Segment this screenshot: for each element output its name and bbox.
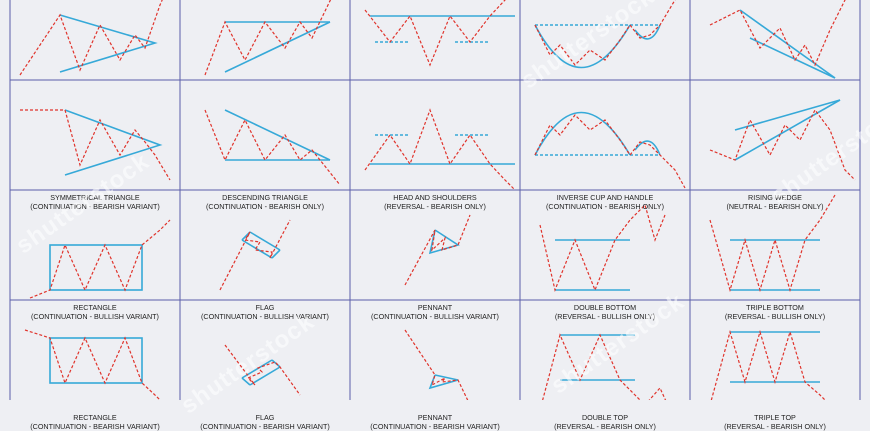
pattern-box bbox=[49, 337, 143, 384]
pattern-box bbox=[49, 244, 143, 291]
pattern-category: (CONTINUATION - BULLISH VARIANT) bbox=[201, 312, 329, 321]
pattern-line bbox=[224, 109, 331, 161]
pattern-line bbox=[249, 366, 281, 386]
pattern-category: (CONTINUATION - BEARISH VARIANT) bbox=[30, 422, 160, 431]
pattern-name: RISING WEDGE bbox=[748, 193, 802, 202]
cell-title-block: PENNANT (CONTINUATION - BULLISH VARIANT) bbox=[350, 303, 520, 321]
price-path bbox=[534, 0, 676, 66]
pattern-name: HEAD AND SHOULDERS bbox=[393, 193, 477, 202]
pattern-category: (REVERSAL - BEARISH ONLY) bbox=[554, 422, 656, 431]
pattern-name: PENNANT bbox=[417, 303, 453, 312]
cell-title-block: DOUBLE BOTTOM (REVERSAL - BULLISH ONLY) bbox=[520, 303, 690, 321]
price-path bbox=[204, 0, 332, 76]
cell-title-block: FLAG (CONTINUATION - BULLISH VARIANT) bbox=[180, 303, 350, 321]
pattern-line bbox=[241, 377, 251, 386]
pattern-category: (CONTINUATION - BEARISH VARIANT) bbox=[200, 422, 330, 431]
pattern-category: (REVERSAL - BEARISH ONLY) bbox=[724, 422, 826, 431]
pattern-line bbox=[271, 249, 281, 259]
cell-title-block: TRIPLE TOP (REVERSAL - BEARISH ONLY) bbox=[690, 413, 860, 431]
price-path bbox=[404, 214, 471, 286]
pattern-category: (CONTINUATION - BULLISH VARIANT) bbox=[31, 312, 159, 321]
pattern-curve bbox=[534, 24, 661, 69]
cell-title-block: HEAD AND SHOULDERS (REVERSAL - BEARISH ON… bbox=[350, 193, 520, 211]
pattern-category: (NEUTRAL - BEARISH ONLY) bbox=[726, 202, 824, 211]
pattern-category: (REVERSAL - BEARISH ONLY) bbox=[384, 202, 486, 211]
pattern-name: RECTANGLE bbox=[73, 413, 117, 422]
price-path bbox=[19, 0, 163, 76]
pattern-line bbox=[224, 21, 331, 73]
pattern-name: DOUBLE BOTTOM bbox=[573, 303, 637, 312]
pattern-line bbox=[734, 99, 841, 161]
cell-title-block: RISING WEDGE (NEUTRAL - BEARISH ONLY) bbox=[690, 193, 860, 211]
price-path bbox=[709, 194, 836, 293]
cell-title-block: RECTANGLE (CONTINUATION - BULLISH VARIANT… bbox=[10, 303, 180, 321]
pattern-line bbox=[64, 109, 163, 176]
price-path bbox=[219, 219, 291, 291]
price-path bbox=[542, 333, 667, 400]
pattern-line bbox=[241, 239, 273, 259]
cell-title-block: INVERSE CUP AND HANDLE (CONTINUATION - BE… bbox=[520, 193, 690, 211]
background bbox=[0, 0, 870, 400]
pattern-name: FLAG bbox=[255, 303, 275, 312]
pattern-category: (CONTINUATION - BEARISH VARIANT) bbox=[370, 422, 500, 431]
pattern-grid bbox=[0, 0, 870, 400]
cell-title-block: DESCENDING TRIANGLE (CONTINUATION - BEARI… bbox=[180, 193, 350, 211]
pattern-name: FLAG bbox=[255, 413, 275, 422]
pattern-line bbox=[249, 231, 281, 251]
pattern-name: RECTANGLE bbox=[73, 303, 117, 312]
pattern-name: DOUBLE TOP bbox=[581, 413, 629, 422]
pattern-line bbox=[59, 14, 158, 73]
pattern-category: (CONTINUATION - BULLISH VARIANT) bbox=[371, 312, 499, 321]
cell-title-block: TRIPLE BOTTOM (REVERSAL - BULLISH ONLY) bbox=[690, 303, 860, 321]
pattern-category: (REVERSAL - BULLISH ONLY) bbox=[724, 312, 826, 321]
cell-title-block: DOUBLE TOP (REVERSAL - BEARISH ONLY) bbox=[520, 413, 690, 431]
cell-title-block: FLAG (CONTINUATION - BEARISH VARIANT) bbox=[180, 413, 350, 431]
price-path bbox=[534, 114, 686, 189]
pattern-name: INVERSE CUP AND HANDLE bbox=[556, 193, 654, 202]
pattern-category: (CONTINUATION - BEARISH VARIANT) bbox=[30, 202, 160, 211]
pattern-name: TRIPLE BOTTOM bbox=[746, 303, 804, 312]
price-path bbox=[29, 219, 171, 299]
price-path bbox=[20, 109, 171, 181]
pattern-category: (CONTINUATION - BEARISH ONLY) bbox=[546, 202, 664, 211]
price-path bbox=[204, 109, 341, 186]
pattern-category: (REVERSAL - BULLISH ONLY) bbox=[554, 312, 656, 321]
cell-title-block: PENNANT (CONTINUATION - BEARISH VARIANT) bbox=[350, 413, 520, 431]
price-path bbox=[364, 0, 506, 67]
price-path bbox=[404, 329, 469, 400]
price-path bbox=[710, 329, 826, 400]
pattern-category: (CONTINUATION - BEARISH ONLY) bbox=[206, 202, 324, 211]
price-path bbox=[709, 0, 846, 67]
cell-title-block: RECTANGLE (CONTINUATION - BEARISH VARIANT… bbox=[10, 413, 180, 431]
price-path bbox=[224, 344, 301, 396]
pattern-name: DESCENDING TRIANGLE bbox=[222, 193, 308, 202]
cell-title-block: SYMMETRICAL TRIANGLE (CONTINUATION - BEAR… bbox=[10, 193, 180, 211]
price-path bbox=[24, 329, 161, 400]
pattern-name: TRIPLE TOP bbox=[754, 413, 796, 422]
pattern-name: SYMMETRICAL TRIANGLE bbox=[50, 193, 140, 202]
pattern-name: PENNANT bbox=[417, 413, 453, 422]
pattern-curve bbox=[534, 111, 661, 156]
